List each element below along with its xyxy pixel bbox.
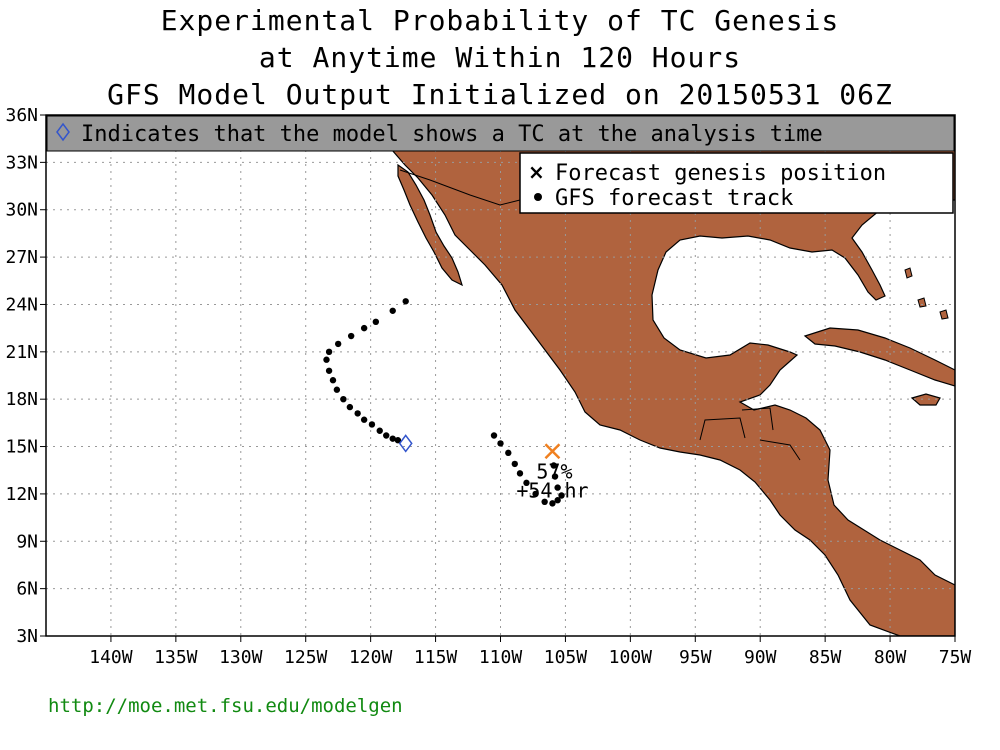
lon-tick-label: 95W xyxy=(679,647,712,668)
lon-tick-label: 110W xyxy=(479,647,523,668)
track-point xyxy=(554,497,561,504)
track-point xyxy=(389,307,396,314)
border-central-america xyxy=(699,407,801,461)
genesis-lead-time: +54 hr xyxy=(516,478,588,502)
track-point xyxy=(329,377,337,384)
land-north-america xyxy=(371,115,955,636)
track-point xyxy=(554,484,561,491)
genesis-x-stroke xyxy=(544,443,561,460)
track-point xyxy=(354,410,361,417)
track-point xyxy=(558,492,565,499)
lon-tick-label: 75W xyxy=(939,647,972,668)
lat-tick-label: 15N xyxy=(5,437,38,458)
track-point xyxy=(376,427,383,434)
analysis-banner-text: Indicates that the model shows a TC at t… xyxy=(81,122,823,147)
track-point xyxy=(541,498,548,506)
track-dot-icon xyxy=(534,193,542,201)
genesis-probability: 57% xyxy=(536,459,572,483)
plot-frame xyxy=(45,114,956,637)
track-point xyxy=(346,403,354,411)
lon-tick-label: 105W xyxy=(544,647,588,668)
track-point xyxy=(360,324,368,332)
track-point xyxy=(340,395,347,403)
track-point xyxy=(383,432,390,439)
land-bahamas xyxy=(904,267,949,320)
forecast-tracks xyxy=(323,298,565,507)
track-point xyxy=(389,435,396,442)
lon-tick-label: 125W xyxy=(284,647,328,668)
lat-tick-label: 3N xyxy=(16,626,38,647)
track-point xyxy=(523,479,530,487)
footer-url-link[interactable]: http://moe.met.fsu.edu/modelgen xyxy=(48,695,403,717)
legend-box xyxy=(519,152,954,214)
track-point xyxy=(551,473,559,480)
land-baja-california xyxy=(397,163,463,287)
track-point xyxy=(334,340,342,348)
track-point xyxy=(505,449,512,457)
lat-tick-label: 6N xyxy=(16,579,38,600)
lon-tick-label: 115W xyxy=(414,647,458,668)
latitude-labels: 36N 33N 30N 27N 24N 21N 18N 15N 12N 9N 6N 3N xyxy=(5,105,38,647)
title-line-1: Experimental Probability of TC Genesis xyxy=(160,4,840,37)
track-point xyxy=(372,318,380,326)
track-point xyxy=(516,470,524,477)
lat-tick-label: 9N xyxy=(16,531,38,552)
lon-tick-label: 140W xyxy=(89,647,133,668)
lon-tick-label: 120W xyxy=(349,647,393,668)
lon-tick-label: 85W xyxy=(809,647,842,668)
legend-track-label: GFS forecast track xyxy=(555,186,793,211)
genesis-x-marker xyxy=(544,443,561,460)
lat-tick-label: 21N xyxy=(5,342,38,363)
track-point xyxy=(325,348,333,356)
track-point xyxy=(333,386,341,393)
lat-tick-label: 12N xyxy=(5,484,38,505)
lat-tick-label: 18N xyxy=(5,389,38,410)
track-point xyxy=(550,462,557,469)
legend-genesis-label: Forecast genesis position xyxy=(555,161,886,186)
genesis-x-icon: × xyxy=(528,160,545,184)
track-point xyxy=(325,367,333,374)
lat-tick-label: 24N xyxy=(5,294,38,315)
track-point xyxy=(368,421,376,428)
track-point xyxy=(497,440,504,447)
analysis-diamond-marker xyxy=(398,434,413,453)
land-layer xyxy=(371,115,955,636)
track-point xyxy=(394,437,402,444)
track-point xyxy=(323,356,330,363)
lat-tick-label: 33N xyxy=(5,152,38,173)
track-point xyxy=(360,416,368,423)
lon-tick-label: 80W xyxy=(874,647,907,668)
lon-tick-label: 100W xyxy=(609,647,653,668)
lon-tick-label: 135W xyxy=(154,647,198,668)
land-jamaica xyxy=(910,393,941,406)
lat-tick-label: 27N xyxy=(5,247,38,268)
lat-tick-label: 30N xyxy=(5,200,38,221)
lat-tick-label: 36N xyxy=(5,105,38,126)
title-line-3: GFS Model Output Initialized on 20150531… xyxy=(107,78,893,111)
longitude-labels: 140W 135W 130W 125W 120W 115W 110W 105W 100W 95W 9… xyxy=(89,647,971,668)
analysis-banner xyxy=(46,115,955,152)
track-point xyxy=(402,298,409,305)
track-point xyxy=(511,460,518,468)
track-point xyxy=(490,432,498,439)
land-cuba xyxy=(803,327,955,387)
diamond-icon xyxy=(56,122,70,142)
track-point xyxy=(532,490,539,498)
border-us-mexico xyxy=(399,169,521,206)
lon-tick-label: 90W xyxy=(744,647,777,668)
track-point xyxy=(549,500,556,507)
lon-tick-label: 130W xyxy=(219,647,263,668)
track-point xyxy=(347,332,355,340)
title-line-2: at Anytime Within 120 Hours xyxy=(258,41,742,74)
